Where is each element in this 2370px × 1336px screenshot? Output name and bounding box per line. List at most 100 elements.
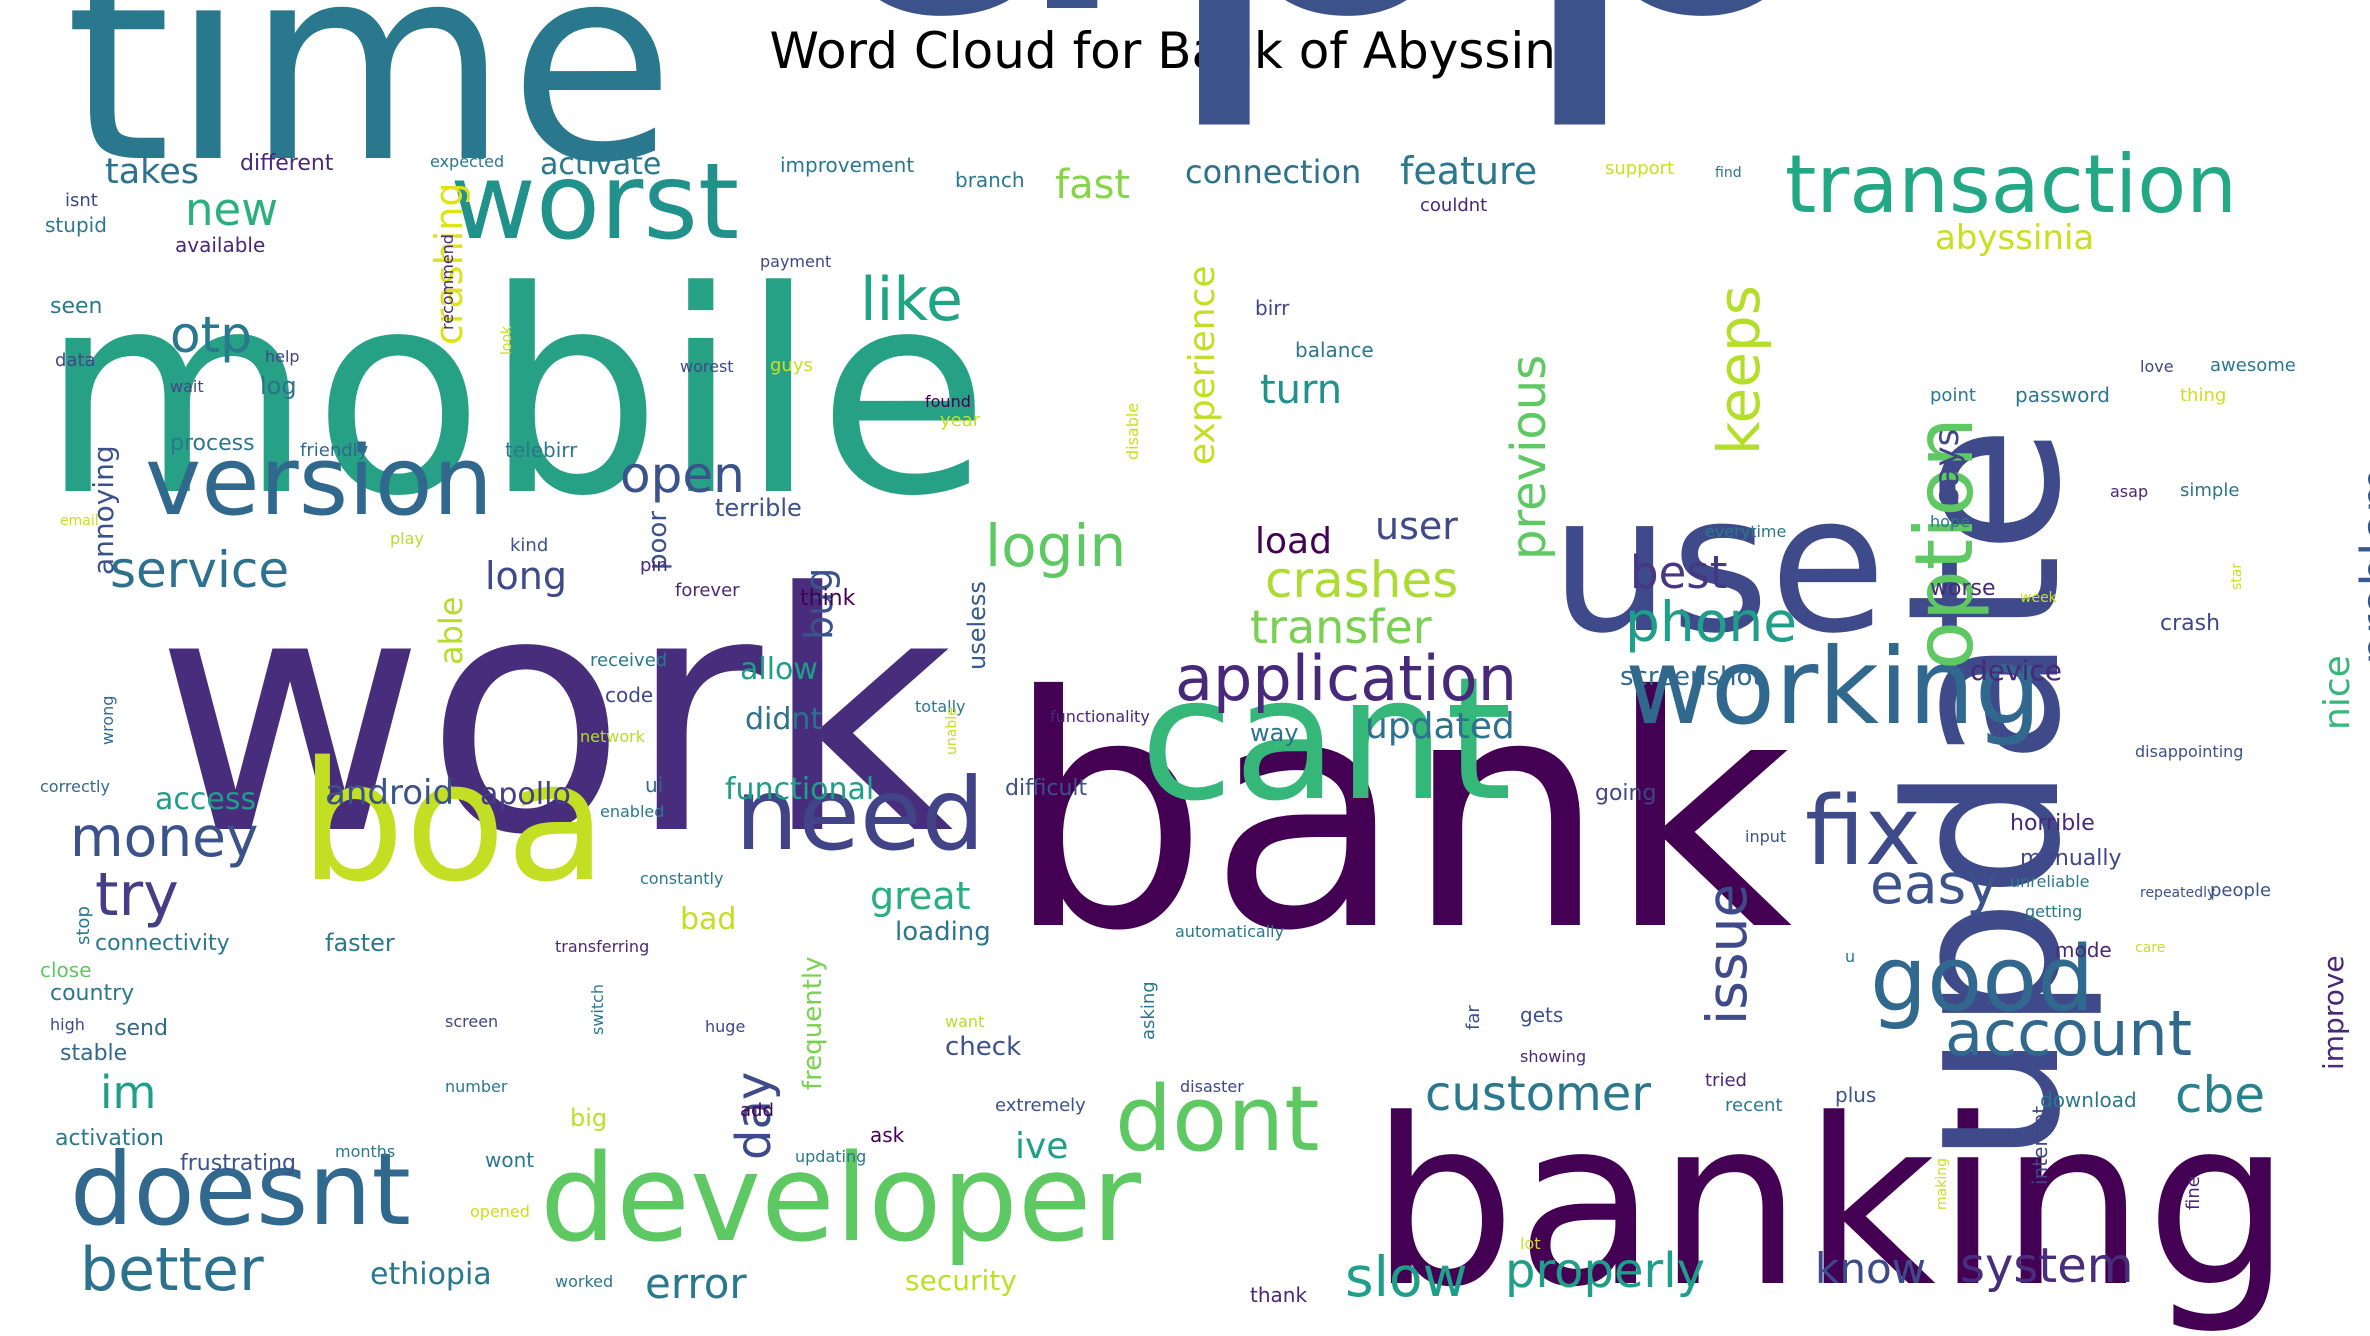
word-worst: worst xyxy=(450,141,740,263)
word-transaction: transaction xyxy=(1785,138,2237,231)
word-isnt: isnt xyxy=(65,190,98,211)
word-tried: tried xyxy=(1705,1070,1747,1091)
word-recent: recent xyxy=(1725,1095,1783,1116)
word-hope: hope xyxy=(1930,512,1970,531)
word-star: star xyxy=(2229,562,2245,590)
word-received: received xyxy=(590,650,668,671)
word-different: different xyxy=(240,151,334,176)
word-properly: properly xyxy=(1505,1243,1705,1299)
word-branch: branch xyxy=(955,168,1025,192)
word-updated: updated xyxy=(1365,706,1515,747)
word-device: device xyxy=(1970,654,2062,687)
word-bad: bad xyxy=(680,902,737,937)
word-input: input xyxy=(1745,827,1787,846)
word-seen: seen xyxy=(50,294,103,319)
word-email: email xyxy=(60,513,99,529)
word-unable: unable xyxy=(944,707,960,755)
word-login: login xyxy=(985,512,1127,580)
word-opened: opened xyxy=(470,1202,530,1221)
word-mobile: mobile xyxy=(40,232,990,558)
word-pin: pin xyxy=(640,555,668,576)
word-error: error xyxy=(645,1259,747,1308)
word-crash: crash xyxy=(2160,611,2221,636)
word-faster: faster xyxy=(325,929,395,957)
word-abyssinia: abyssinia xyxy=(1935,218,2095,258)
word-service: service xyxy=(110,541,290,599)
word-bank: bank xyxy=(1005,629,1793,1001)
word-available: available xyxy=(175,233,266,257)
word-recommend: recommend xyxy=(438,234,457,330)
word-dont: dont xyxy=(1115,1067,1320,1172)
word-able: able xyxy=(432,596,470,666)
word-new: new xyxy=(185,183,279,236)
word-security: security xyxy=(905,1264,1017,1297)
word-year: year xyxy=(940,410,981,431)
word-help: help xyxy=(265,347,300,366)
word-transferring: transferring xyxy=(555,937,650,956)
word-number: number xyxy=(445,1077,508,1096)
word-ui: ui xyxy=(645,773,664,797)
word-making: making xyxy=(1934,1158,1950,1210)
word-crashes: crashes xyxy=(1265,551,1459,609)
word-says: says xyxy=(1927,428,1967,505)
word-switch: switch xyxy=(588,983,607,1035)
word-nice: nice xyxy=(2317,655,2358,730)
word-lot: lot xyxy=(1520,1234,1541,1253)
word-friendly: friendly xyxy=(300,440,369,461)
word-try: try xyxy=(95,860,179,930)
word-account: account xyxy=(1945,997,2193,1070)
word-add: add xyxy=(740,1100,774,1121)
word-asap: asap xyxy=(2110,482,2149,501)
word-u: u xyxy=(1845,947,1856,966)
word-time: time xyxy=(65,0,676,222)
word-check: check xyxy=(945,1032,1022,1062)
word-process: process xyxy=(170,431,255,456)
word-problem: problem xyxy=(2351,466,2370,665)
word-turn: turn xyxy=(1260,367,1343,413)
word-way: way xyxy=(1250,719,1299,747)
word-support: support xyxy=(1605,158,1675,179)
word-user: user xyxy=(1375,504,1458,548)
word-best: best xyxy=(1630,546,1728,599)
word-week: week xyxy=(2020,590,2057,606)
word-connectivity: connectivity xyxy=(95,931,230,956)
word-previous: previous xyxy=(1501,354,1557,560)
word-download: download xyxy=(2040,1088,2137,1112)
word-couldnt: couldnt xyxy=(1420,195,1488,216)
word-think: think xyxy=(800,586,856,611)
word-worest: worest xyxy=(680,357,734,376)
word-find: find xyxy=(1715,165,1742,181)
word-didnt: didnt xyxy=(745,702,823,737)
word-loading: loading xyxy=(895,917,991,947)
word-great: great xyxy=(870,874,971,918)
word-wait: wait xyxy=(170,377,204,396)
word-months: months xyxy=(335,1142,396,1161)
word-annoying: annoying xyxy=(87,445,120,575)
word-huge: huge xyxy=(705,1017,746,1036)
word-send: send xyxy=(115,1016,168,1041)
word-disable: disable xyxy=(1123,402,1142,460)
word-useless: useless xyxy=(963,581,991,670)
word-birr: birr xyxy=(1255,296,1290,320)
word-internet: internet xyxy=(2028,1105,2052,1185)
word-totally: totally xyxy=(915,697,966,716)
word-far: far xyxy=(1463,1005,1484,1030)
word-found: found xyxy=(925,392,971,411)
word-look: look xyxy=(499,325,515,355)
word-constantly: constantly xyxy=(640,869,724,888)
word-manually: manually xyxy=(2020,846,2122,871)
word-data: data xyxy=(55,350,96,371)
word-screenshot: screenshot xyxy=(1620,662,1763,692)
word-code: code xyxy=(605,683,654,707)
word-close: close xyxy=(40,958,92,982)
word-connection: connection xyxy=(1185,153,1362,191)
word-customer: customer xyxy=(1425,1066,1652,1122)
word-telebirr: telebirr xyxy=(505,438,578,462)
word-good: good xyxy=(1870,927,2095,1032)
word-application: application xyxy=(1175,642,1517,715)
word-like: like xyxy=(860,265,963,335)
word-gets: gets xyxy=(1520,1003,1564,1027)
word-need: need xyxy=(735,756,985,873)
word-ive: ive xyxy=(1015,1126,1069,1167)
